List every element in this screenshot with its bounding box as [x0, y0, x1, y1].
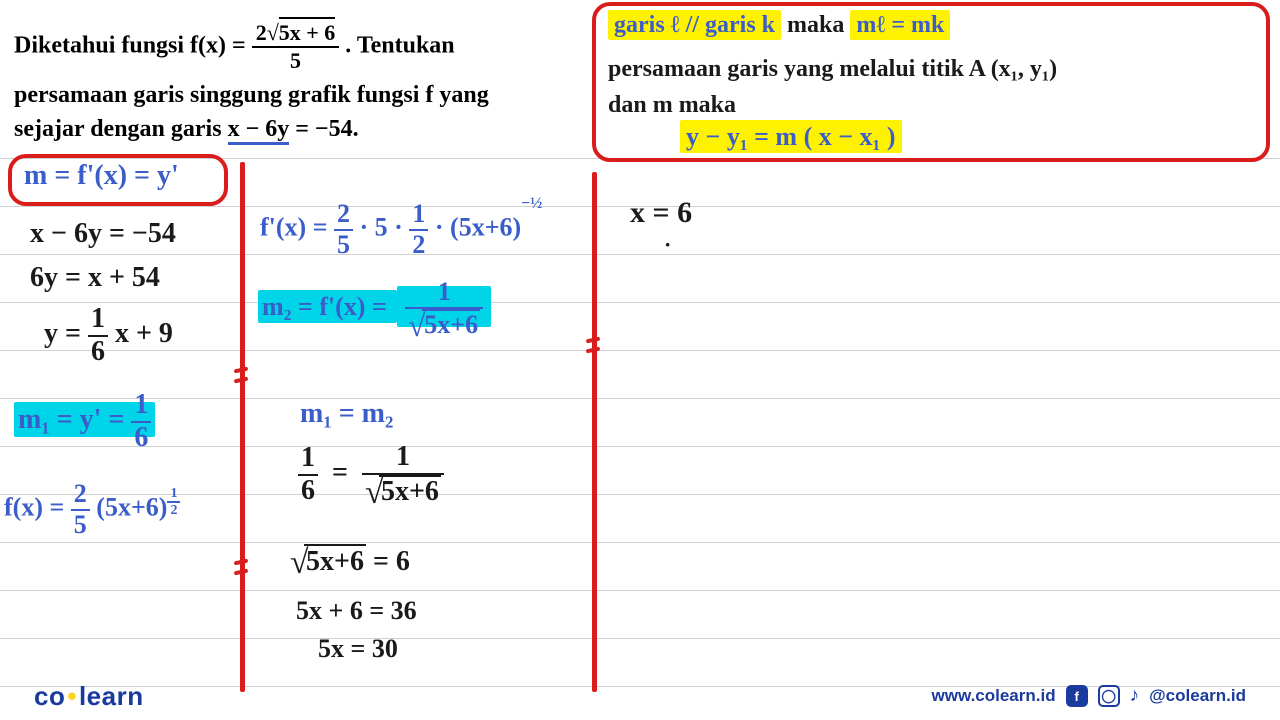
c2-s1: 5x+6 = 6	[290, 544, 410, 578]
c1-l3: y = 16 x + 9	[44, 304, 173, 368]
instagram-icon: ◯	[1098, 685, 1120, 707]
c1-fx: f(x) = 25 (5x+6)12	[4, 480, 180, 539]
footer-bar: co•learn www.colearn.id f ◯ ♪ @colearn.i…	[0, 672, 1280, 720]
problem-line2: persamaan garis singgung grafik fungsi f…	[14, 82, 489, 109]
rule-formula: y − y₁ = m ( x − x₁ )	[680, 122, 902, 152]
c2-s2: 5x + 6 = 36	[296, 596, 417, 626]
c3-dot: ·	[664, 232, 671, 258]
c2-s3: 5x = 30	[318, 634, 398, 664]
rule-line3: dan m maka	[608, 92, 736, 119]
c2-m2: m₂ = f'(x) = 1 5x+6	[258, 278, 491, 339]
rule-line2: persamaan garis yang melalui titik A (x₁…	[608, 56, 1057, 83]
m-def: m = f'(x) = y'	[24, 160, 179, 192]
vsep1	[240, 162, 245, 692]
brand-logo: co•learn	[34, 681, 144, 712]
c2-fprime: f'(x) = 25 · 5 · 12 · (5x+6)−½	[260, 200, 542, 259]
footer-right: www.colearn.id f ◯ ♪ @colearn.id	[932, 685, 1246, 707]
problem-line1: Diketahui fungsi f(x) = 25x + 6 5 . Tent…	[14, 20, 455, 74]
c1-l1: x − 6y = −54	[30, 218, 176, 250]
facebook-icon: f	[1066, 685, 1088, 707]
c2-eq: 16 = 1 5x+6	[298, 442, 444, 508]
footer-handle: @colearn.id	[1149, 686, 1246, 706]
tiktok-icon: ♪	[1130, 685, 1140, 707]
vsep2	[592, 172, 597, 692]
footer-url: www.colearn.id	[932, 686, 1056, 706]
c3-x6: x = 6	[630, 196, 692, 230]
c1-l2: 6y = x + 54	[30, 262, 160, 294]
problem-line3: sejajar dengan garis x − 6y = −54.	[14, 116, 359, 143]
rule-line1: garis ℓ // garis k maka mℓ = mk	[608, 12, 950, 39]
c2-m1m2: m₁ = m₂	[300, 398, 393, 430]
c1-m1: m₁ = y' = 16	[14, 390, 155, 454]
